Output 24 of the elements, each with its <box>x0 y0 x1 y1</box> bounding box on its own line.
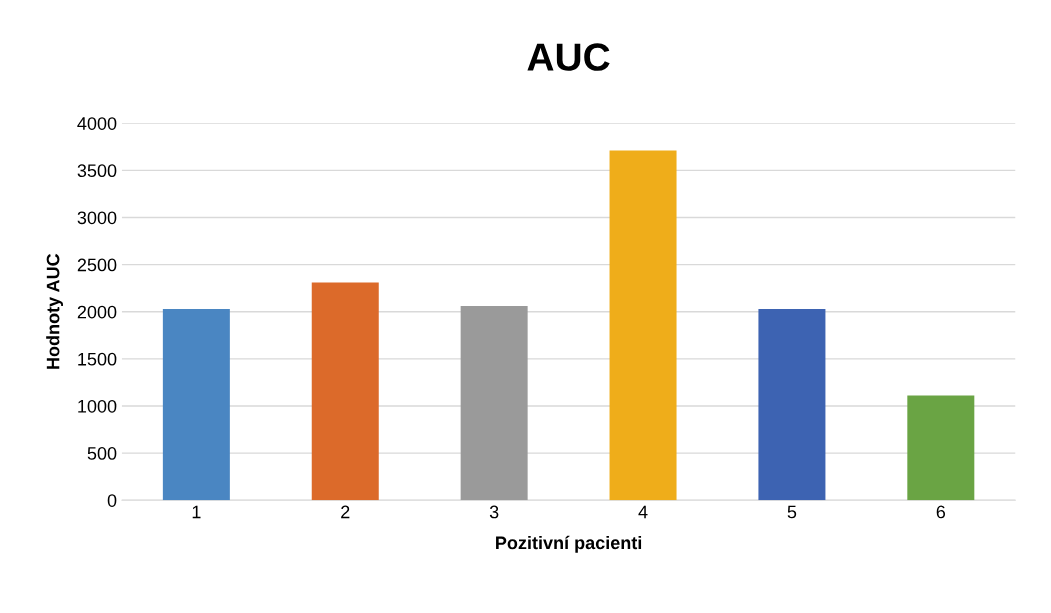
y-tick-label: 4000 <box>77 117 117 130</box>
bar <box>609 150 677 501</box>
bar <box>758 308 826 501</box>
y-tick-label: 1500 <box>78 352 117 366</box>
y-tick-label: 2500 <box>77 258 117 272</box>
y-tick-label: 2000 <box>77 305 117 319</box>
y-tick-label: 1000 <box>78 399 117 413</box>
bar <box>162 308 230 501</box>
x-tick-label: 4 <box>638 505 648 519</box>
y-tick-label: 0 <box>107 494 117 507</box>
x-tick-label: 6 <box>936 505 946 519</box>
bar <box>907 395 975 501</box>
y-tick-label: 3000 <box>77 211 117 225</box>
x-tick-label: 2 <box>341 505 350 519</box>
y-tick-label: 500 <box>87 447 117 460</box>
x-tick-label: 3 <box>489 505 499 519</box>
bar <box>311 282 379 501</box>
bar <box>460 306 528 501</box>
x-axis-title: Pozitivní pacienti <box>496 535 642 553</box>
y-axis-title: Hodnoty AUC <box>46 253 63 369</box>
x-tick-label: 1 <box>192 505 201 519</box>
y-tick-label: 3500 <box>77 164 117 178</box>
x-tick-label: 5 <box>787 505 797 519</box>
chart-title: AUC <box>527 43 610 71</box>
